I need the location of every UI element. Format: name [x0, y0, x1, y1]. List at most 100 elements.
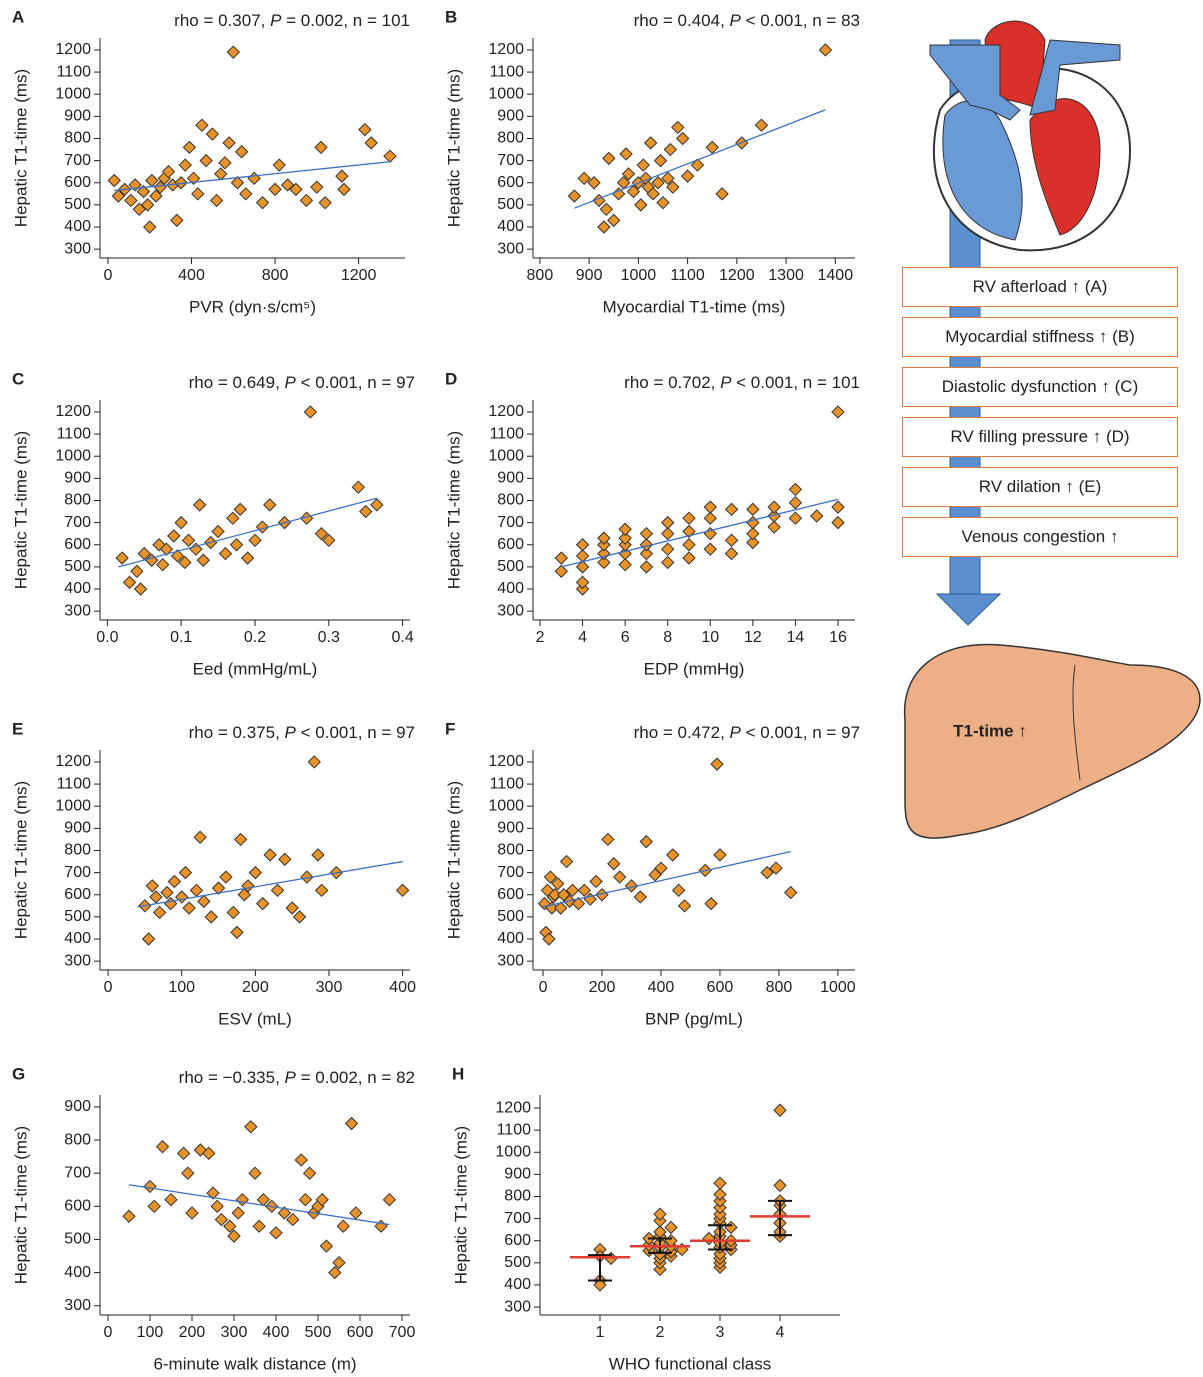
data-point [577, 171, 591, 186]
y-tick-label: 1200 [55, 403, 91, 420]
data-point [199, 153, 213, 168]
y-tick-label: 300 [64, 240, 91, 257]
data-point [210, 1199, 224, 1214]
y-tick-label: 1000 [55, 447, 91, 464]
stat-part: rho = −0.335, [179, 1068, 285, 1087]
data-point [571, 896, 586, 911]
data-point [704, 896, 718, 911]
liver [903, 643, 1201, 839]
data-point [724, 546, 739, 561]
y-axis-label: Hepatic T1-time (ms) [11, 781, 30, 939]
data-point [195, 118, 209, 132]
regression-line [561, 498, 839, 568]
data-point [163, 896, 178, 911]
x-tick-label: 14 [787, 629, 805, 646]
data-point [318, 195, 332, 210]
stat-part: < 0.001, n = 97 [296, 723, 415, 742]
x-tick-label: 1400 [818, 267, 854, 284]
data-point [542, 932, 556, 946]
data-point [567, 189, 582, 203]
data-point [211, 881, 226, 895]
data-point [746, 502, 760, 517]
y-tick-label: 300 [497, 602, 524, 619]
x-tick-label: 1 [596, 1324, 605, 1341]
data-point [639, 834, 653, 849]
regression-line [114, 161, 391, 192]
data-point [551, 876, 565, 891]
y-tick-label: 900 [497, 820, 524, 837]
y-tick-label: 700 [64, 864, 91, 881]
y-tick-label: 800 [64, 492, 91, 509]
stat-part: < 0.001, n = 97 [741, 723, 860, 742]
y-tick-label: 900 [497, 470, 524, 487]
y-tick-label: 1200 [488, 403, 524, 420]
data-point [713, 848, 727, 862]
data-point [229, 538, 244, 552]
y-tick-label: 300 [64, 1297, 91, 1314]
x-tick-label: 500 [305, 1324, 332, 1341]
y-tick-label: 900 [64, 1098, 91, 1115]
y-tick-label: 600 [497, 174, 524, 191]
data-point [760, 865, 774, 880]
data-point [268, 182, 282, 197]
data-point [240, 551, 255, 565]
data-point [107, 173, 121, 188]
data-point [383, 149, 397, 163]
data-point [218, 156, 232, 170]
data-point [147, 1199, 161, 1214]
y-tick-label: 700 [64, 152, 91, 169]
y-tick-label: 1200 [488, 41, 524, 58]
regression-line [118, 497, 377, 568]
data-point [314, 526, 329, 541]
data-point [289, 182, 303, 197]
y-tick-label: 300 [64, 952, 91, 969]
y-tick-label: 600 [497, 536, 524, 553]
y-tick-label: 1000 [488, 797, 524, 814]
stat-annotation: rho = 0.404, P < 0.001, n = 83 [634, 11, 860, 30]
x-tick-label: 300 [221, 1324, 248, 1341]
data-point [197, 894, 211, 909]
data-point [239, 187, 253, 201]
data-point [767, 520, 781, 534]
data-point [703, 511, 717, 525]
data-point [831, 515, 845, 530]
y-tick-label: 900 [497, 108, 524, 125]
y-tick-label: 800 [64, 842, 91, 859]
data-point [311, 848, 325, 862]
data-point [218, 546, 233, 561]
data-point [235, 1192, 250, 1207]
y-tick-label: 1200 [55, 753, 91, 770]
data-point [661, 515, 675, 530]
y-tick-label: 500 [64, 558, 91, 575]
stat-part: rho = 0.404, [634, 11, 730, 30]
data-point [597, 555, 611, 570]
x-tick-label: 1000 [621, 267, 657, 284]
y-tick-label: 300 [504, 1298, 531, 1315]
x-tick-label: 1100 [670, 267, 705, 284]
data-point [618, 531, 632, 545]
y-tick-label: 900 [64, 820, 91, 837]
x-tick-label: 0 [104, 1324, 113, 1341]
data-point [663, 142, 678, 157]
data-point [319, 1239, 334, 1253]
data-point [559, 854, 574, 869]
data-point [602, 151, 616, 166]
x-axis-label: WHO functional class [609, 1354, 772, 1373]
data-point [174, 176, 188, 190]
data-point [122, 575, 137, 590]
data-point [682, 538, 696, 552]
data-point [277, 1206, 292, 1220]
data-point [111, 189, 126, 203]
data-point [155, 1139, 170, 1154]
x-tick-label: 100 [168, 979, 195, 996]
mechanism-box: RV afterload ↑ (A) [902, 267, 1178, 307]
data-point [174, 515, 188, 530]
y-tick-label: 1000 [488, 85, 524, 102]
y-tick-label: 800 [497, 492, 524, 509]
data-point [167, 529, 181, 543]
mechanism-box: Diastolic dysfunction ↑ (C) [902, 367, 1178, 407]
data-point [248, 1166, 262, 1180]
y-tick-label: 800 [64, 130, 91, 147]
data-point [310, 180, 324, 194]
